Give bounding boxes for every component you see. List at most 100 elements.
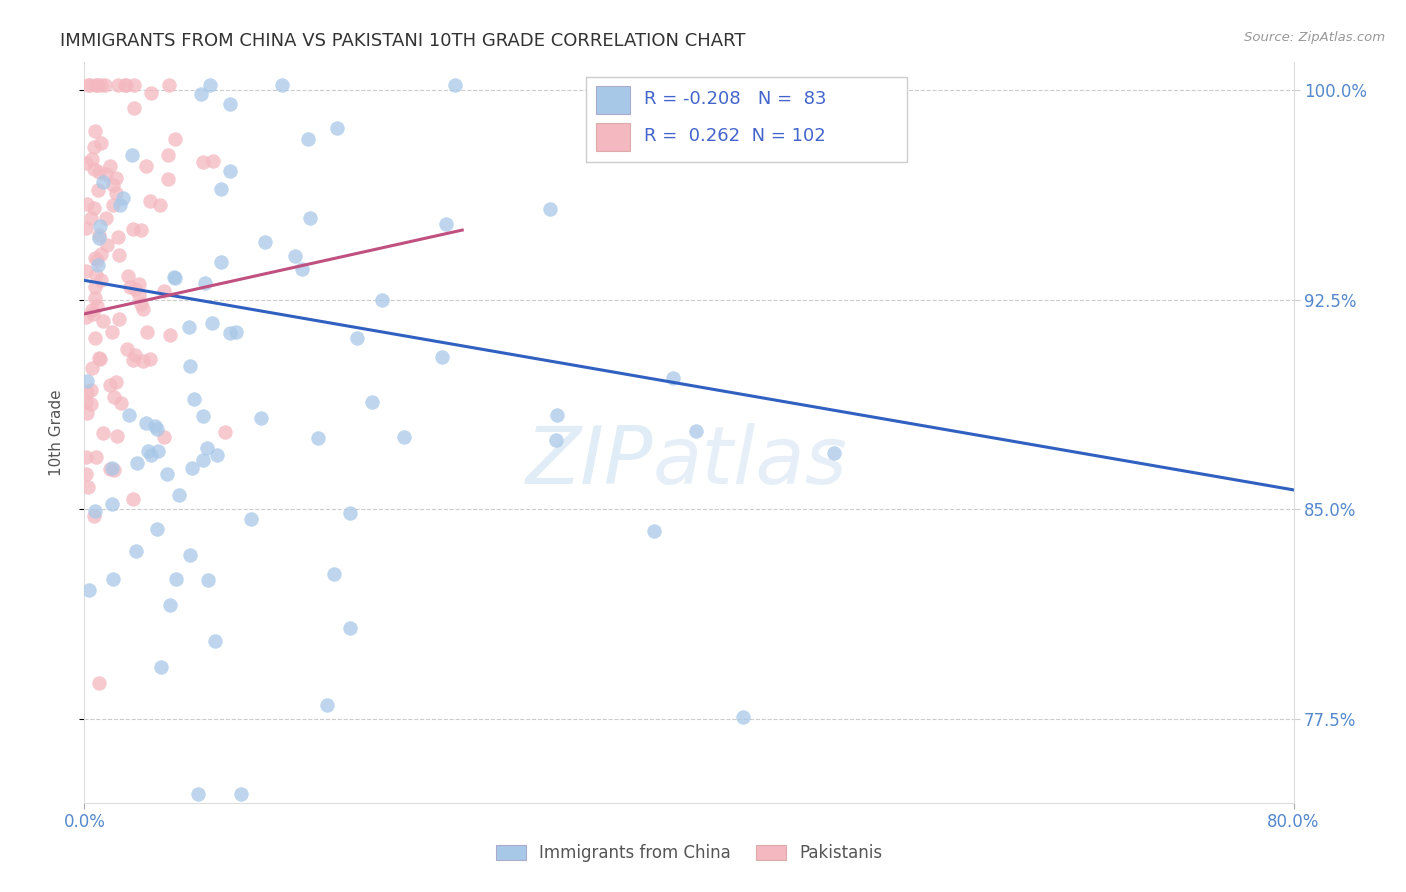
Legend: Immigrants from China, Pakistanis: Immigrants from China, Pakistanis <box>489 838 889 869</box>
Point <box>91 314 114 328</box>
Point <box>209 254 232 268</box>
Point <box>76 78 98 92</box>
Point <box>823 445 845 459</box>
Point <box>191 409 214 424</box>
FancyBboxPatch shape <box>596 123 630 152</box>
Point <box>132 301 155 316</box>
Point <box>83 508 105 523</box>
Point <box>194 277 217 291</box>
FancyBboxPatch shape <box>586 78 907 162</box>
Point <box>156 172 179 186</box>
Point <box>136 326 159 340</box>
Point <box>110 396 132 410</box>
Point <box>198 78 221 92</box>
Point <box>177 320 200 334</box>
Point <box>323 567 346 582</box>
Point <box>179 549 201 563</box>
Point <box>218 326 240 341</box>
Point <box>87 231 110 245</box>
Point <box>297 132 319 146</box>
Point <box>122 222 145 236</box>
Point <box>249 411 271 425</box>
Point <box>225 325 247 339</box>
Point <box>662 371 685 385</box>
Point <box>214 425 236 439</box>
Point <box>146 523 169 537</box>
Point <box>76 406 98 420</box>
Point <box>157 78 180 92</box>
Point <box>326 121 349 136</box>
Point <box>229 788 252 802</box>
Point <box>105 171 128 186</box>
Point <box>117 269 139 284</box>
Point <box>129 297 152 311</box>
Point <box>135 159 157 173</box>
Point <box>87 183 110 197</box>
Point <box>96 211 118 226</box>
Point <box>430 350 453 364</box>
Point <box>165 271 187 285</box>
Point <box>89 351 111 366</box>
Point <box>104 186 127 201</box>
Point <box>90 78 112 92</box>
Point <box>434 218 457 232</box>
Point <box>121 148 143 162</box>
Point <box>80 211 103 226</box>
Point <box>101 460 124 475</box>
Point <box>179 359 201 373</box>
Point <box>284 249 307 263</box>
Point <box>156 467 179 481</box>
Point <box>128 277 150 291</box>
Point <box>100 325 122 339</box>
Point <box>86 78 108 92</box>
Text: IMMIGRANTS FROM CHINA VS PAKISTANI 10TH GRADE CORRELATION CHART: IMMIGRANTS FROM CHINA VS PAKISTANI 10TH … <box>60 32 745 50</box>
Point <box>118 279 141 293</box>
Point <box>183 392 205 407</box>
Point <box>115 78 138 92</box>
Point <box>98 159 121 173</box>
Point <box>191 155 214 169</box>
Point <box>103 463 125 477</box>
Point <box>121 353 143 368</box>
Point <box>197 573 219 587</box>
Point <box>84 330 107 344</box>
Point <box>107 312 129 326</box>
Point <box>80 383 103 397</box>
Point <box>122 101 145 115</box>
Point <box>163 270 186 285</box>
Point <box>98 462 121 476</box>
Point <box>143 418 166 433</box>
Point <box>346 331 368 345</box>
Point <box>108 248 131 262</box>
Point <box>546 409 568 423</box>
Point <box>156 148 179 162</box>
Point <box>339 506 361 520</box>
Point <box>159 328 181 343</box>
Point <box>538 202 561 216</box>
Text: Source: ZipAtlas.com: Source: ZipAtlas.com <box>1244 31 1385 45</box>
Point <box>75 310 97 324</box>
Point <box>87 258 110 272</box>
Text: R = -0.208   N =  83: R = -0.208 N = 83 <box>644 90 827 109</box>
Point <box>103 572 125 586</box>
Text: ZIP: ZIP <box>526 423 652 501</box>
Point <box>129 223 152 237</box>
Point <box>103 198 125 212</box>
Point <box>187 788 209 802</box>
Point <box>201 316 224 330</box>
Point <box>101 497 124 511</box>
Point <box>159 598 181 612</box>
Point <box>80 397 103 411</box>
Point <box>84 279 107 293</box>
Point <box>124 348 146 362</box>
Point <box>75 220 97 235</box>
Point <box>181 460 204 475</box>
Point <box>125 456 148 470</box>
Point <box>139 448 162 462</box>
Point <box>163 132 186 146</box>
Point <box>80 361 103 376</box>
Point <box>141 86 163 100</box>
Point <box>202 153 225 168</box>
Point <box>122 78 145 92</box>
Point <box>444 78 467 92</box>
